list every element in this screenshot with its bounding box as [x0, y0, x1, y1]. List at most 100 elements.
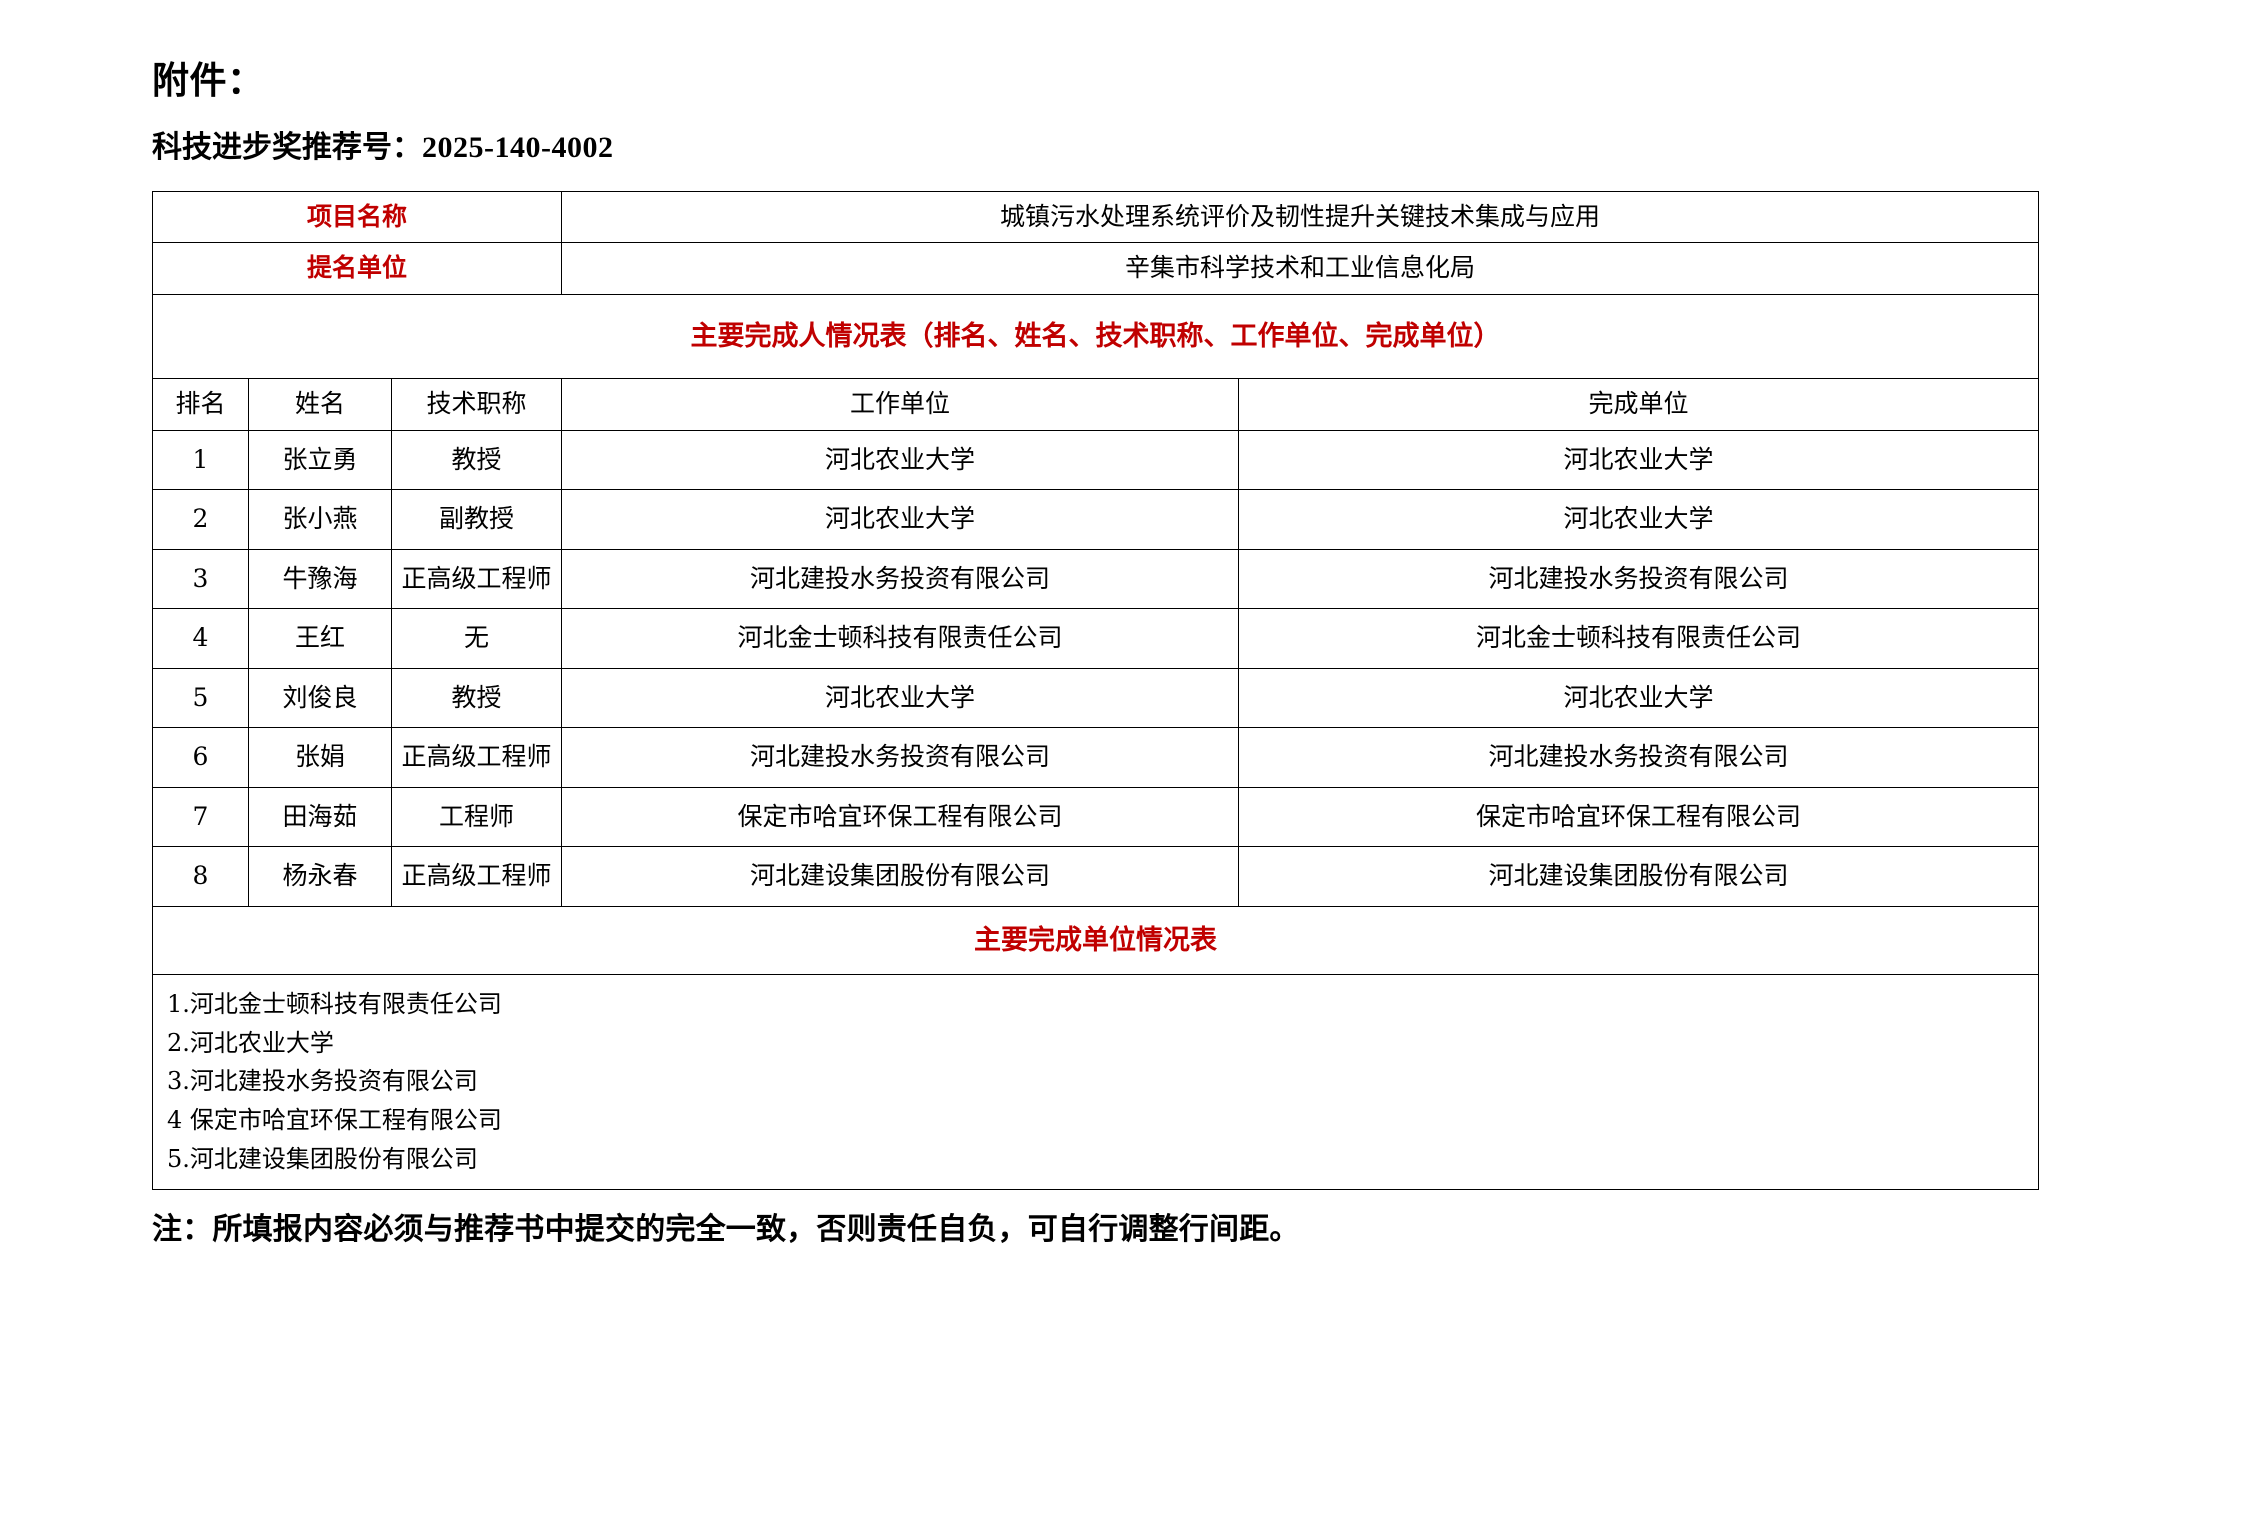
person-rank-cell: 6: [152, 727, 249, 788]
award-form-body: 项目名称 城镇污水处理系统评价及韧性提升关键技术集成与应用 提名单位 辛集市科学…: [151, 190, 2040, 1191]
table-row: 8 杨永春 正高级工程师 河北建设集团股份有限公司 河北建设集团股份有限公司: [152, 846, 2040, 907]
person-completeunit: 河北建投水务投资有限公司: [1488, 563, 1789, 593]
units-list-cell: 1.河北金士顿科技有限责任公司 2.河北农业大学 3.河北建投水务投资有限公司 …: [151, 973, 2040, 1191]
person-workunit-cell: 保定市哈宜环保工程有限公司: [561, 786, 1240, 848]
person-completeunit: 河北建投水务投资有限公司: [1488, 742, 1789, 772]
person-rank-cell: 3: [152, 548, 249, 610]
person-rank-cell: 8: [152, 846, 249, 907]
person-name: 刘俊良: [282, 682, 358, 712]
person-workunit: 河北农业大学: [825, 444, 976, 474]
person-workunit-cell: 河北农业大学: [561, 429, 1240, 491]
recommendation-number-value: 2025-140-4002: [422, 130, 614, 164]
persons-header-jobtitle-cell: 技术职称: [390, 378, 563, 431]
units-section-title: 主要完成单位情况表: [974, 924, 1218, 956]
person-completeunit-cell: 河北金士顿科技有限责任公司: [1238, 608, 2040, 669]
units-section-title-row: 主要完成单位情况表: [151, 905, 2040, 975]
list-item: 1.河北金士顿科技有限责任公司: [167, 989, 502, 1018]
person-rank: 5: [192, 682, 209, 712]
attachment-label: 附件：: [152, 58, 265, 102]
persons-section-title: 主要完成人情况表（排名、姓名、技术职称、工作单位、完成单位）: [690, 320, 1501, 352]
recommendation-number-prefix: 科技进步奖推荐号：: [152, 129, 422, 165]
person-workunit-cell: 河北农业大学: [561, 489, 1240, 550]
person-workunit-cell: 河北建投水务投资有限公司: [561, 548, 1240, 610]
table-row: 2 张小燕 副教授 河北农业大学 河北农业大学: [152, 489, 2040, 550]
persons-section-title-cell: 主要完成人情况表（排名、姓名、技术职称、工作单位、完成单位）: [151, 293, 2040, 380]
person-name: 张娟: [294, 742, 345, 772]
units-list-row: 1.河北金士顿科技有限责任公司 2.河北农业大学 3.河北建投水务投资有限公司 …: [151, 973, 2040, 1191]
persons-header-workunit-cell: 工作单位: [561, 378, 1240, 431]
person-name: 牛豫海: [282, 563, 358, 593]
person-completeunit: 保定市哈宜环保工程有限公司: [1476, 801, 1802, 831]
person-jobtitle: 教授: [451, 444, 502, 474]
persons-header-completeunit: 完成单位: [1588, 389, 1689, 419]
person-completeunit-cell: 保定市哈宜环保工程有限公司: [1238, 786, 2040, 848]
person-jobtitle: 副教授: [439, 504, 515, 534]
person-name: 张立勇: [282, 444, 358, 474]
person-rank: 7: [192, 801, 209, 831]
person-name-cell: 刘俊良: [248, 667, 392, 729]
person-jobtitle-cell: 副教授: [390, 489, 563, 550]
person-name-cell: 张娟: [248, 727, 392, 788]
person-completeunit: 河北农业大学: [1563, 682, 1714, 712]
info-value-cell: 城镇污水处理系统评价及韧性提升关键技术集成与应用: [561, 190, 2040, 244]
award-form-table: 项目名称 城镇污水处理系统评价及韧性提升关键技术集成与应用 提名单位 辛集市科学…: [151, 190, 2040, 1191]
person-completeunit-cell: 河北农业大学: [1238, 667, 2040, 729]
person-workunit-cell: 河北金士顿科技有限责任公司: [561, 608, 1240, 669]
person-rank: 1: [192, 444, 209, 474]
person-jobtitle-cell: 教授: [390, 429, 563, 491]
person-completeunit-cell: 河北建设集团股份有限公司: [1238, 846, 2040, 907]
persons-header-name-cell: 姓名: [248, 378, 392, 431]
person-workunit-cell: 河北建设集团股份有限公司: [561, 846, 1240, 907]
person-jobtitle: 正高级工程师: [401, 742, 552, 772]
persons-header-rank-cell: 排名: [152, 378, 249, 431]
info-label-project-name: 项目名称: [307, 201, 408, 231]
person-rank-cell: 7: [152, 786, 249, 848]
list-item: 5.河北建设集团股份有限公司: [167, 1145, 478, 1174]
person-completeunit: 河北农业大学: [1563, 504, 1714, 534]
units-section-title-cell: 主要完成单位情况表: [151, 905, 2040, 975]
info-label-cell: 提名单位: [151, 242, 563, 295]
person-workunit-cell: 河北农业大学: [561, 667, 1240, 729]
person-workunit: 河北建设集团股份有限公司: [750, 861, 1051, 891]
person-jobtitle-cell: 教授: [390, 667, 563, 729]
person-workunit-cell: 河北建投水务投资有限公司: [561, 727, 1240, 788]
person-jobtitle: 正高级工程师: [401, 563, 552, 593]
person-rank-cell: 2: [152, 489, 249, 550]
info-row-nominating-unit: 提名单位 辛集市科学技术和工业信息化局: [151, 242, 2040, 295]
person-name-cell: 王红: [248, 608, 392, 669]
table-row: 5 刘俊良 教授 河北农业大学 河北农业大学: [152, 667, 2040, 729]
person-name-cell: 牛豫海: [248, 548, 392, 610]
person-jobtitle-cell: 正高级工程师: [390, 727, 563, 788]
document-body: 附件： 科技进步奖推荐号：2025-140-4002 项目名称 城镇污水处理系统…: [151, 56, 2092, 1249]
person-name-cell: 田海茹: [248, 786, 392, 848]
info-value-project-name: 城镇污水处理系统评价及韧性提升关键技术集成与应用: [1000, 201, 1601, 231]
recommendation-number-line: 科技进步奖推荐号：2025-140-4002: [152, 128, 2092, 167]
info-value-nominating-unit: 辛集市科学技术和工业信息化局: [1125, 253, 1476, 283]
person-jobtitle: 正高级工程师: [401, 861, 552, 891]
info-value-cell: 辛集市科学技术和工业信息化局: [561, 242, 2040, 295]
list-item: 4 保定市哈宜环保工程有限公司: [167, 1106, 502, 1135]
person-completeunit-cell: 河北建投水务投资有限公司: [1238, 727, 2040, 788]
persons-header-rank: 排名: [175, 389, 226, 419]
person-jobtitle: 教授: [451, 682, 502, 712]
person-jobtitle: 无: [464, 623, 490, 653]
persons-section-title-row: 主要完成人情况表（排名、姓名、技术职称、工作单位、完成单位）: [151, 293, 2040, 380]
person-workunit: 河北农业大学: [825, 504, 976, 534]
person-name: 张小燕: [282, 504, 358, 534]
person-rank-cell: 1: [152, 429, 249, 491]
info-label-nominating-unit: 提名单位: [307, 253, 408, 283]
table-row: 4 王红 无 河北金士顿科技有限责任公司 河北金士顿科技有限责任公司: [152, 608, 2040, 669]
persons-header-jobtitle: 技术职称: [426, 389, 527, 419]
table-row: 1 张立勇 教授 河北农业大学 河北农业大学: [152, 429, 2040, 491]
person-completeunit: 河北农业大学: [1563, 444, 1714, 474]
person-rank-cell: 5: [152, 667, 249, 729]
person-name: 王红: [294, 623, 345, 653]
person-rank: 6: [192, 742, 209, 772]
footnote-text: 注：所填报内容必须与推荐书中提交的完全一致，否则责任自负，可自行调整行间距。: [152, 1212, 1300, 1247]
person-rank: 3: [192, 563, 209, 593]
person-completeunit: 河北建设集团股份有限公司: [1488, 861, 1789, 891]
person-jobtitle-cell: 正高级工程师: [390, 548, 563, 610]
person-workunit: 河北建投水务投资有限公司: [750, 563, 1051, 593]
persons-header-name: 姓名: [294, 389, 345, 419]
